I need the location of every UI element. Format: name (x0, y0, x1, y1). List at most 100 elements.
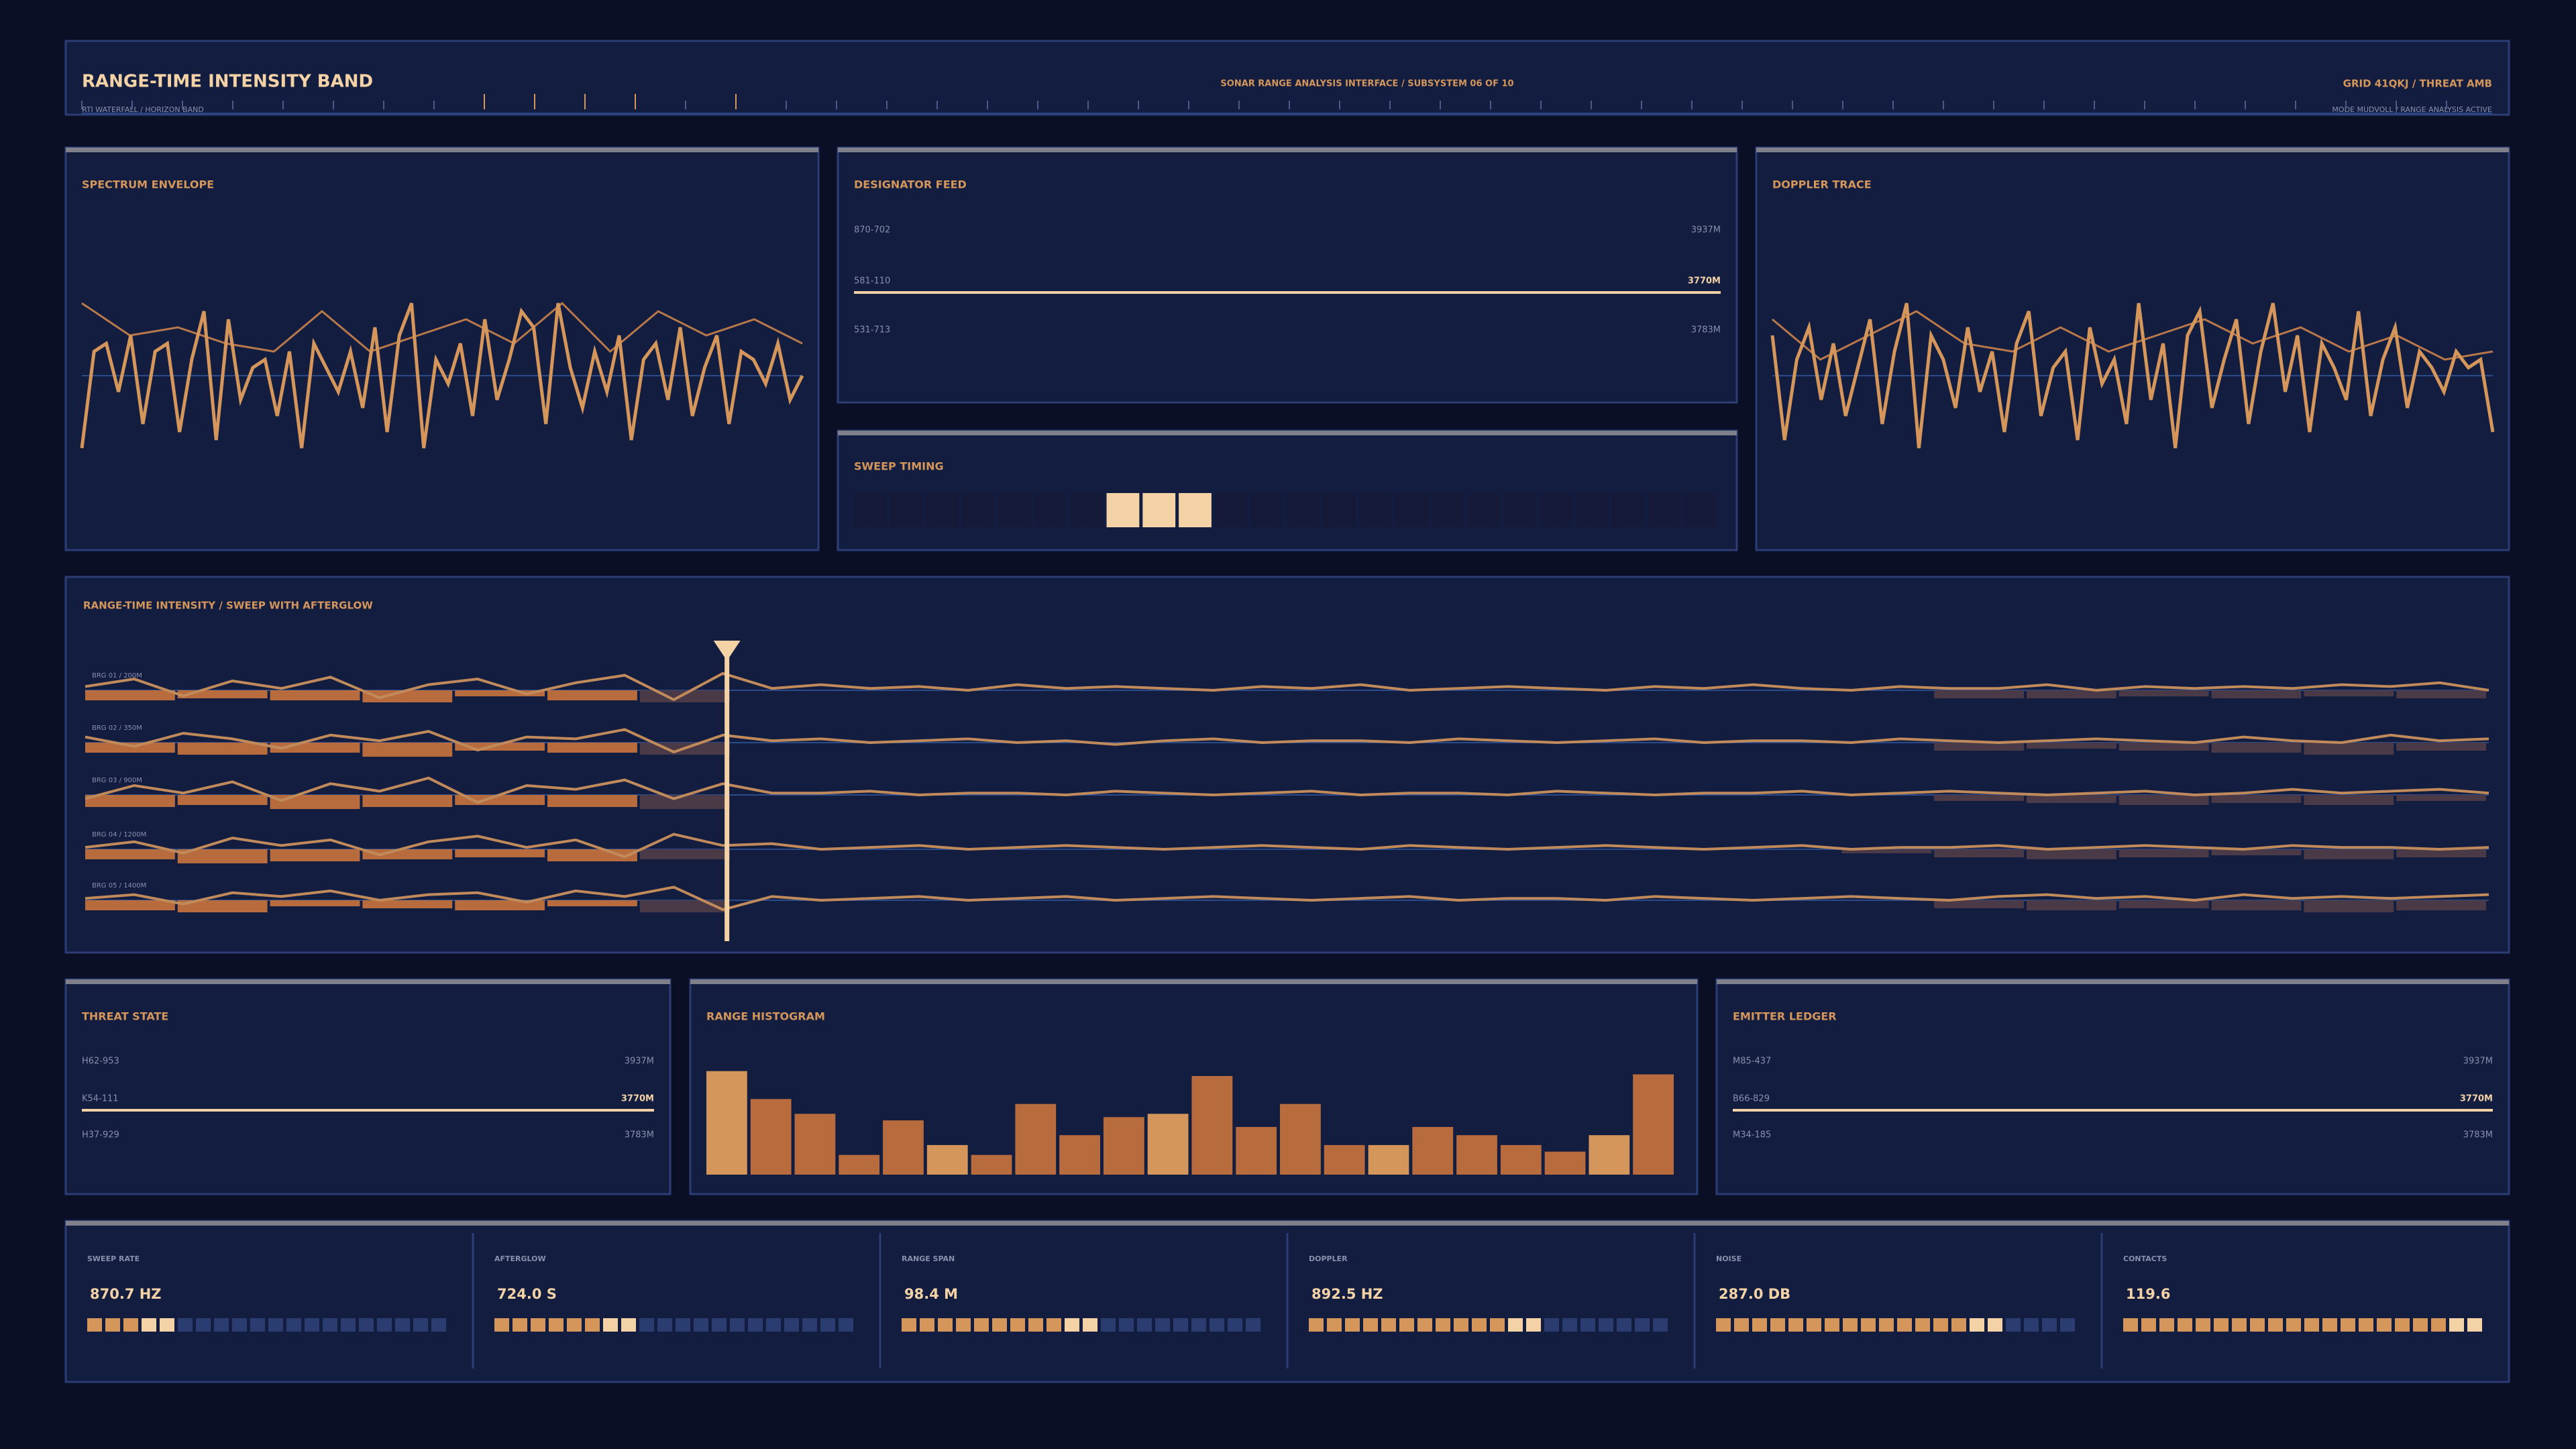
metric-level-cell (730, 1318, 745, 1332)
metric-level-cell (1046, 1318, 1061, 1332)
panel (837, 146, 1738, 404)
row-id: B66-829 (1733, 1094, 1770, 1104)
panel-top-border (1717, 979, 2509, 984)
metric-level-cell (1191, 1318, 1206, 1332)
rti-block (2118, 795, 2209, 805)
rti-block (362, 743, 453, 757)
metric-level-cell (802, 1318, 817, 1332)
metric-level-cell (2214, 1318, 2229, 1332)
rti-row-label: BRG 03 / 900M (92, 777, 142, 784)
metric-level-cell (1807, 1318, 1821, 1332)
panel (64, 40, 2510, 116)
rti-block (2118, 849, 2209, 857)
metric-level-cell (377, 1318, 392, 1332)
panel (837, 429, 1738, 551)
panel-top-border (66, 979, 670, 984)
metric-level-cell (1716, 1318, 1731, 1332)
trace-line (80, 303, 804, 449)
timing-cell-active (1179, 493, 1212, 527)
rti-block (270, 849, 360, 861)
metric-level-cell (1599, 1318, 1613, 1332)
metric-level-cell (413, 1318, 428, 1332)
metric-level-cell (1580, 1318, 1595, 1332)
metric-level-cell (2449, 1318, 2464, 1332)
panel (64, 576, 2510, 954)
rti-block (2304, 795, 2394, 805)
histogram-bar (1544, 1151, 1586, 1175)
rti-trace (85, 728, 2489, 754)
metric-level-cell (123, 1318, 138, 1332)
header-right-sub: MODE MUDVOLL / RANGE ANALYSIS ACTIVE (2332, 105, 2492, 114)
metric-level-cell (676, 1318, 690, 1332)
panel-title: DESIGNATOR FEED (854, 178, 967, 191)
metric-label: DOPPLER (1309, 1254, 1348, 1263)
metric-level-cell (639, 1318, 654, 1332)
metric-level-cell (902, 1318, 916, 1332)
row-range: 3770M (2460, 1094, 2493, 1104)
metric-level-cell (1490, 1318, 1505, 1332)
rti-block (177, 795, 268, 805)
rti-block (639, 795, 730, 809)
metric-level-cell (1210, 1318, 1224, 1332)
metric-value: 870.7 HZ (90, 1286, 162, 1302)
metric-value: 724.0 S (497, 1286, 557, 1302)
metric-level-cell (2006, 1318, 2021, 1332)
metric-level-cell (2250, 1318, 2265, 1332)
row-range: 3770M (1688, 276, 1721, 286)
metric-level-cell (395, 1318, 410, 1332)
rti-block (270, 690, 360, 700)
metric-level-cell (2196, 1318, 2210, 1332)
metric-level-cell (1653, 1318, 1668, 1332)
metric-level-cell (232, 1318, 247, 1332)
metric-level-cell (766, 1318, 781, 1332)
metric-level-cell (621, 1318, 636, 1332)
rti-block (2304, 743, 2394, 755)
histogram-bar (1456, 1135, 1497, 1175)
rti-row-label: BRG 01 / 200M (92, 672, 142, 680)
timing-cell (1648, 493, 1681, 527)
metric-level-cell (603, 1318, 618, 1332)
timing-cell (962, 493, 996, 527)
metric-level-cell (105, 1318, 120, 1332)
row-id: K54-111 (82, 1094, 119, 1104)
metric-level-cell (250, 1318, 265, 1332)
metric-level-cell (1173, 1318, 1188, 1332)
panel-title: SWEEP TIMING (854, 460, 944, 473)
metric-level-cell (142, 1318, 156, 1332)
rti-block (455, 900, 545, 910)
metric-level-cell (531, 1318, 545, 1332)
rti-block (2304, 900, 2394, 912)
metric-level-cell (268, 1318, 283, 1332)
metric-level-cell (1508, 1318, 1523, 1332)
histogram-bar (1500, 1144, 1542, 1175)
rti-block (85, 795, 175, 807)
panel-title: RANGE-TIME INTENSITY / SWEEP WITH AFTERG… (83, 600, 373, 612)
metric-level-cell (1345, 1318, 1360, 1332)
metric-level-cell (1028, 1318, 1043, 1332)
timing-cell (1467, 493, 1501, 527)
panel-title: DOPPLER TRACE (1772, 178, 1872, 191)
timing-cell (998, 493, 1031, 527)
timing-cell (1323, 493, 1356, 527)
metric-level-cell (1544, 1318, 1559, 1332)
timing-cell (1684, 493, 1717, 527)
metric-level-cell (2286, 1318, 2301, 1332)
rti-block (639, 849, 730, 859)
envelope-line (1772, 310, 2493, 361)
panel-title: SPECTRUM ENVELOPE (82, 178, 214, 191)
timing-cell (1575, 493, 1609, 527)
metric-level-cell (513, 1318, 527, 1332)
metric-level-cell (1879, 1318, 1894, 1332)
metric-level-cell (1399, 1318, 1414, 1332)
timing-cell (1611, 493, 1645, 527)
rti-block (455, 690, 545, 696)
rti-block (2396, 900, 2486, 910)
timing-cell (1250, 493, 1284, 527)
sweep-cursor-head (713, 641, 741, 661)
metric-level-cell (1526, 1318, 1541, 1332)
metric-level-cell (712, 1318, 727, 1332)
metric-level-cell (214, 1318, 229, 1332)
header-subtitle: RTI WATERFALL / HORIZON BAND (82, 105, 204, 114)
metric-level-cell (1988, 1318, 2002, 1332)
